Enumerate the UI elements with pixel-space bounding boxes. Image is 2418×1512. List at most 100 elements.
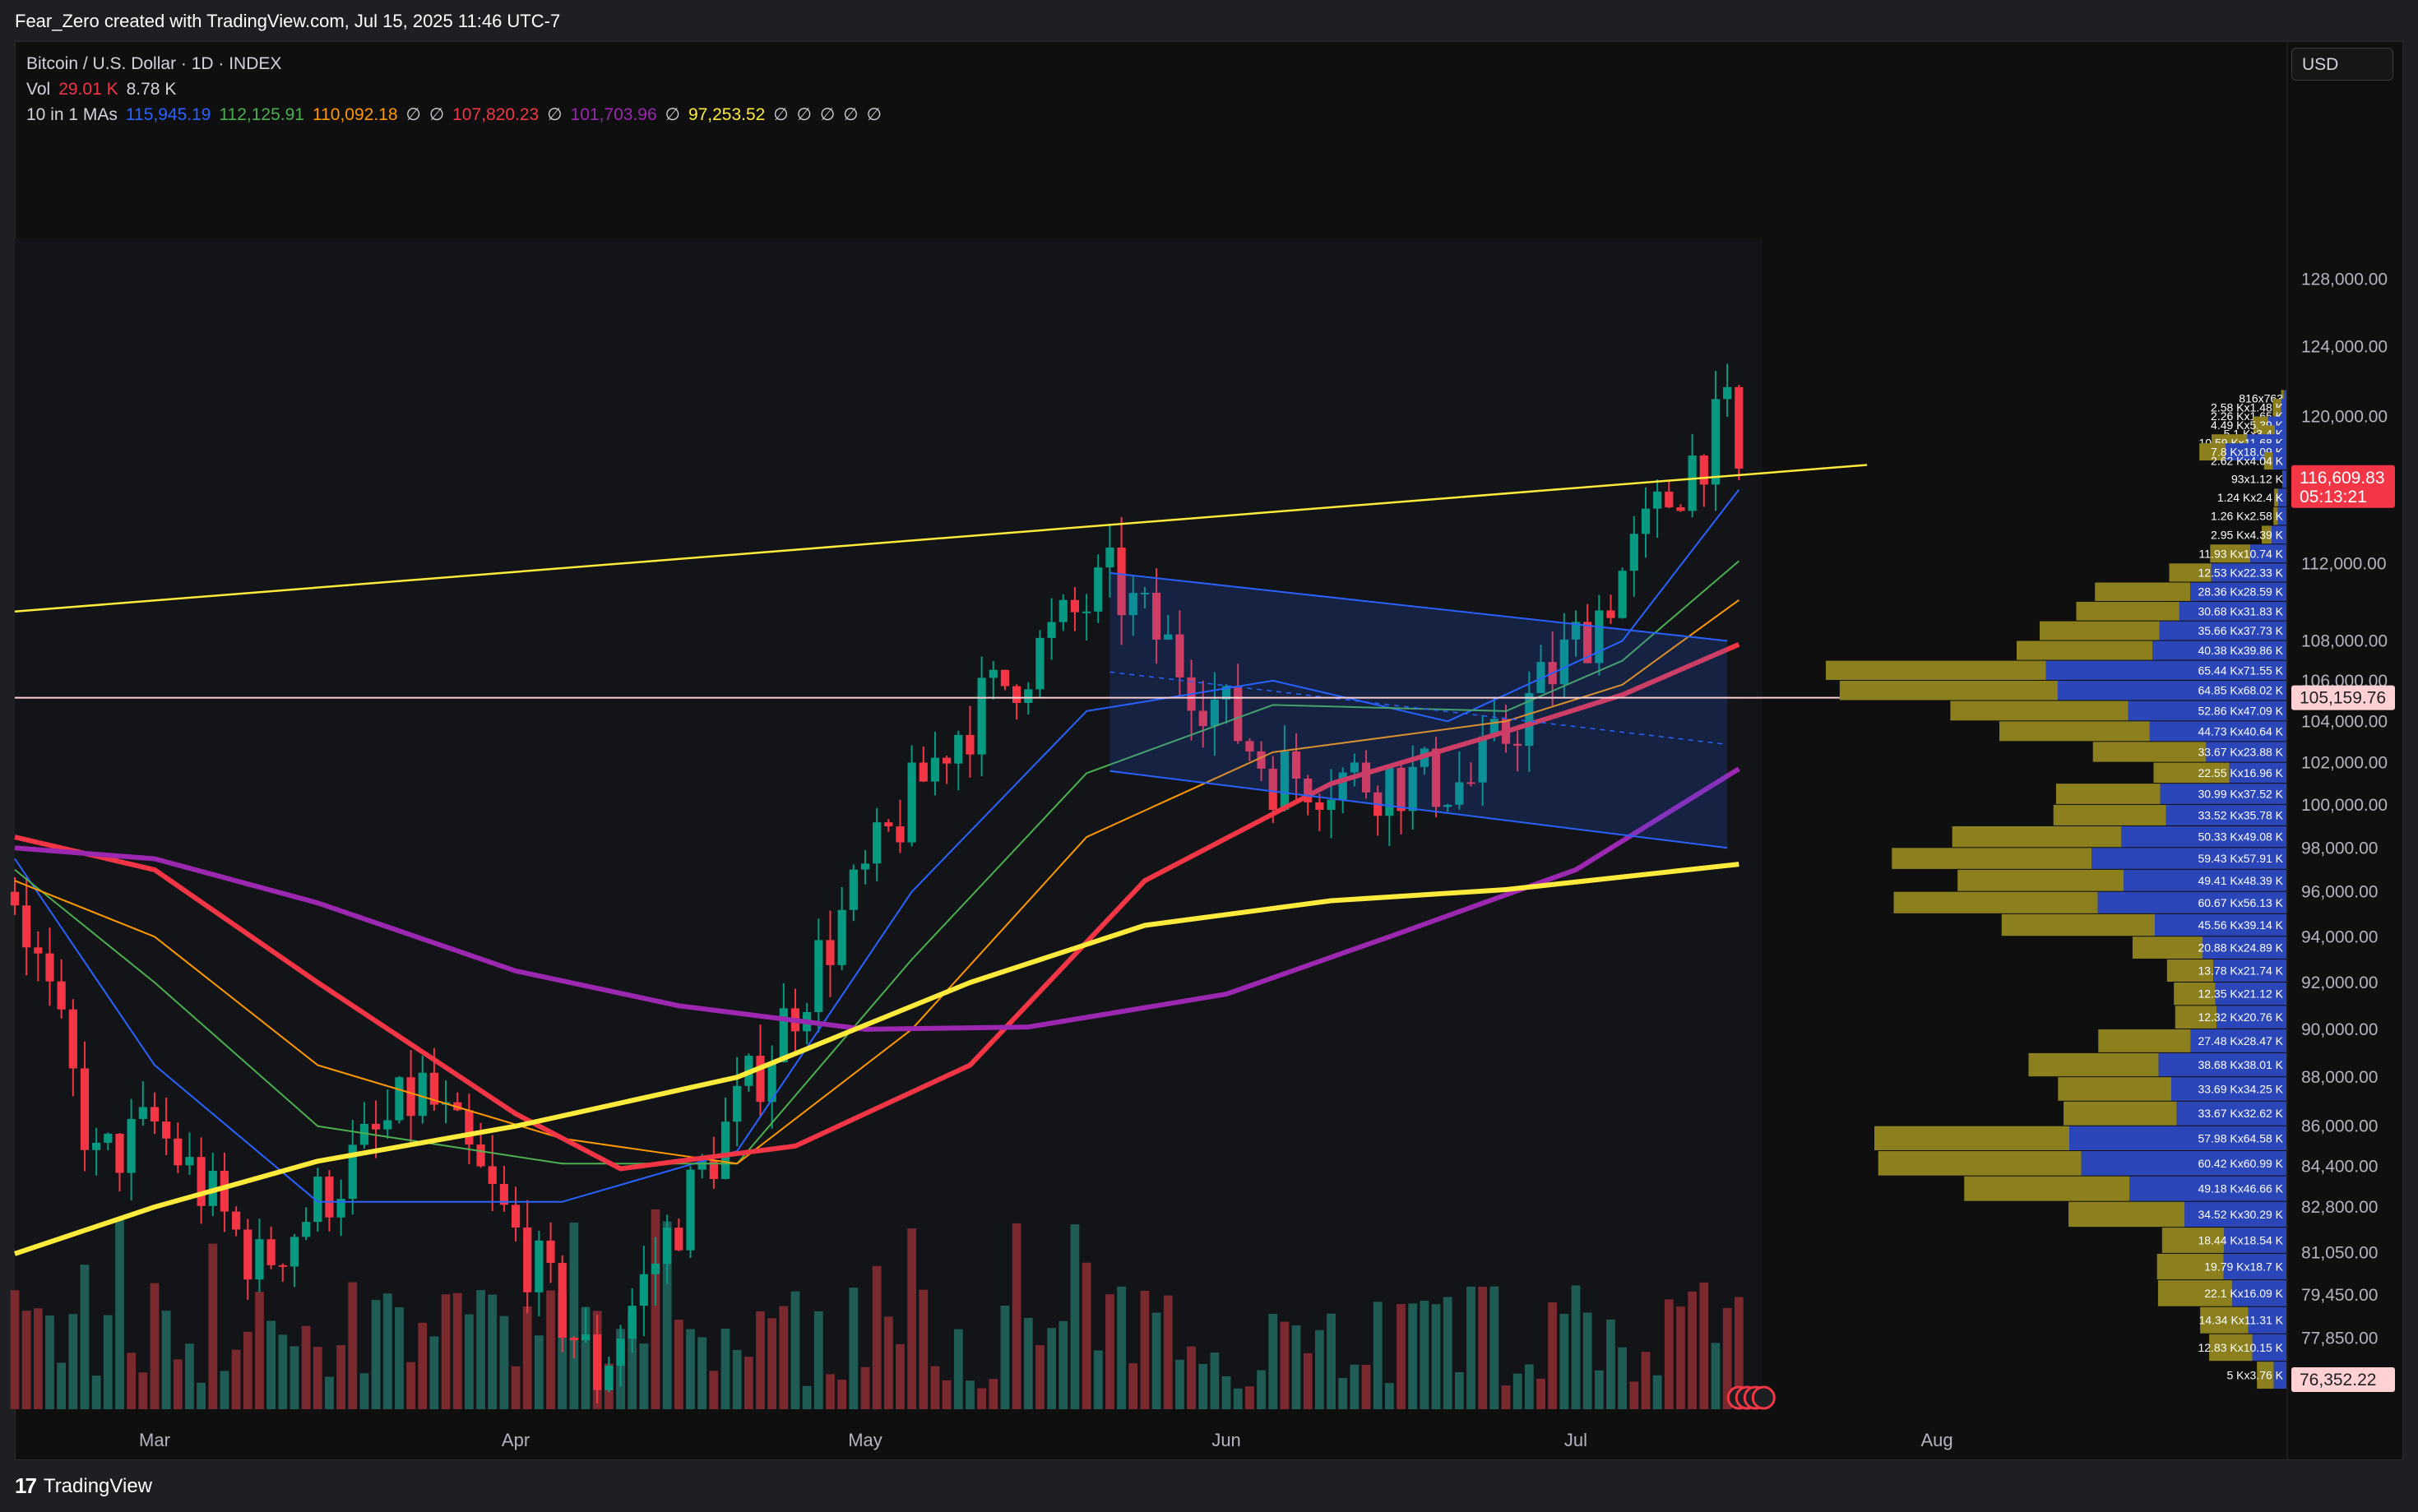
candle-body [185, 1157, 194, 1166]
volume-profile-row: 40.38 Kx39.86 K [2016, 640, 2286, 660]
candle-body [1606, 610, 1615, 618]
y-tick-label: 108,000.00 [2301, 632, 2388, 651]
volume-profile-label: 57.98 Kx64.58 K [2198, 1131, 2283, 1144]
candle-body [465, 1110, 474, 1145]
volume-bar [1664, 1299, 1674, 1409]
volume-bar [779, 1306, 789, 1409]
volume-bar [115, 1217, 124, 1409]
volume-bar [441, 1294, 451, 1409]
price-label-value: 116,609.83 [2300, 469, 2385, 488]
tradingview-brand: TradingView [43, 1474, 152, 1497]
candle-body [336, 1199, 345, 1218]
currency-button[interactable]: USD [2291, 48, 2393, 81]
volume-profile-sell [2169, 563, 2212, 582]
candle-body [546, 1240, 555, 1264]
candle-body [1350, 762, 1359, 773]
volume-profile-label: 12.35 Kx21.12 K [2198, 987, 2283, 1001]
candle-body [290, 1237, 299, 1267]
volume-bar [1140, 1290, 1150, 1409]
volume-profile-label: 44.73 Kx40.64 K [2198, 724, 2283, 738]
volume-bar [197, 1382, 206, 1409]
candle-body [499, 1183, 508, 1205]
volume-bar [1582, 1312, 1592, 1409]
volume-profile-label: 12.32 Kx20.76 K [2198, 1010, 2283, 1024]
volume-profile-label: 19.79 Kx18.7 K [2204, 1260, 2283, 1274]
ma-indicator-label[interactable]: 10 in 1 MAs [26, 105, 118, 124]
volume-bar [896, 1343, 905, 1409]
volume-bar [1280, 1321, 1290, 1409]
volume-bar [208, 1243, 218, 1409]
candle-body [733, 1085, 742, 1122]
event-flag-icon [1751, 1385, 1776, 1410]
candle-body [1408, 766, 1417, 811]
volume-profile-sell [1999, 721, 2150, 742]
volume-profile-buy [2248, 1306, 2286, 1334]
volume-profile-buy [2184, 1201, 2286, 1228]
volume-profile-sell [1839, 680, 2058, 701]
volume-bar [1711, 1343, 1721, 1409]
candle-body [1070, 599, 1080, 613]
volume-profile-row: 2.62 Kx4.04 K [2211, 452, 2286, 470]
volume-profile-buy [2216, 1006, 2286, 1029]
volume-label[interactable]: Vol [26, 80, 51, 99]
volume-profile-sell [2199, 443, 2226, 461]
candle-body [1047, 622, 1056, 638]
candle-body [255, 1239, 264, 1280]
candle-body [1082, 611, 1091, 613]
volume-bar [1420, 1301, 1429, 1409]
candle-body [663, 1228, 672, 1264]
volume-profile-row: 22.55 Kx16.96 K [2153, 762, 2286, 784]
volume-bar [488, 1294, 498, 1409]
volume-profile-row: 28.36 Kx28.59 K [2095, 582, 2286, 601]
volume-bar [651, 1209, 660, 1409]
ma-value: ∅ [843, 105, 859, 124]
candle-body [651, 1263, 660, 1274]
candle-body [150, 1107, 160, 1122]
candle-body [523, 1227, 532, 1292]
volume-profile-label: 50.33 Kx49.08 K [2198, 830, 2283, 844]
volume-profile-sell [2175, 1006, 2217, 1029]
candle-body [1676, 506, 1685, 511]
volume-profile-buy [2282, 470, 2286, 488]
volume-profile-sell [2261, 525, 2272, 544]
candle-body [1327, 799, 1336, 810]
volume-bar [1221, 1376, 1231, 1409]
volume-bar [581, 1306, 591, 1409]
volume-bar [290, 1346, 299, 1409]
y-tick-label: 92,000.00 [2301, 973, 2378, 992]
volume-profile-row: 49.18 Kx46.66 K [1964, 1176, 2286, 1201]
volume-profile-label: 816x763 [2239, 392, 2283, 405]
candle-body [884, 822, 893, 827]
volume-bar [686, 1329, 695, 1409]
price-label-countdown: 05:13:21 [2300, 488, 2367, 506]
candle-body [1117, 547, 1126, 616]
volume-bar [382, 1293, 392, 1409]
volume-profile-row: 13.78 Kx21.74 K [2166, 959, 2286, 982]
candle-body [488, 1166, 497, 1184]
volume-profile-buy [2273, 1362, 2286, 1389]
candle-body [1699, 455, 1708, 485]
volume-value: 8.78 K [126, 80, 177, 99]
tradingview-logo[interactable]: 17 TradingView [15, 1473, 152, 1499]
x-tick-label: Jun [1211, 1430, 1240, 1450]
candle-body [1164, 634, 1173, 640]
volume-bar [1023, 1317, 1033, 1409]
top-bar: Fear_Zero created with TradingView.com, … [0, 0, 2418, 41]
candle-body [593, 1334, 602, 1390]
candle-body [68, 1009, 77, 1069]
symbol-title[interactable]: Bitcoin / U.S. Dollar · 1D · INDEX [26, 54, 282, 73]
volume-profile-buy [2190, 1029, 2286, 1052]
volume-profile-label: 14.34 Kx11.31 K [2199, 1314, 2284, 1327]
candle-body [581, 1334, 591, 1340]
candle-body [954, 734, 963, 764]
candle-body [220, 1171, 229, 1212]
candle-body [849, 869, 858, 910]
ma-value: ∅ [796, 105, 812, 124]
volume-profile-buy [2149, 721, 2286, 742]
volume-bar [45, 1315, 54, 1409]
volume-bar [21, 1311, 31, 1409]
candle-body [348, 1144, 357, 1200]
ma-value: 97,253.52 [688, 105, 766, 124]
volume-profile-buy [2129, 1176, 2286, 1201]
